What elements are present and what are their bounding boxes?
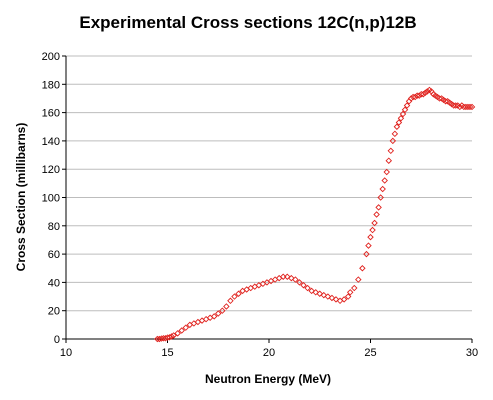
data-point xyxy=(375,204,382,211)
data-point xyxy=(340,296,348,303)
data-point xyxy=(215,310,222,317)
data-point xyxy=(219,307,226,314)
data-point xyxy=(381,177,388,184)
data-point xyxy=(296,279,303,286)
data-point xyxy=(391,130,399,138)
data-point xyxy=(395,119,403,126)
data-point xyxy=(377,194,384,201)
data-point xyxy=(210,313,218,320)
data-point xyxy=(442,98,449,105)
data-point xyxy=(304,284,311,292)
y-tick-label: 80 xyxy=(48,221,60,233)
y-axis-label: Cross Section (millibarns) xyxy=(14,123,28,272)
x-tick-label: 20 xyxy=(263,347,275,359)
data-point xyxy=(346,289,354,296)
y-tick-label: 40 xyxy=(48,277,60,289)
data-point xyxy=(332,296,340,303)
data-point xyxy=(359,265,366,272)
data-point xyxy=(389,137,397,145)
y-axis-ticks: 0 20 40 60 80 100 120 140 160 180 200 xyxy=(42,51,66,346)
data-point xyxy=(363,250,370,258)
y-tick-label: 160 xyxy=(42,108,60,120)
gridlines xyxy=(66,55,472,312)
data-point xyxy=(182,324,190,331)
y-tick-label: 0 xyxy=(54,334,60,346)
data-point xyxy=(379,185,386,193)
data-point xyxy=(288,274,295,282)
y-tick-label: 60 xyxy=(48,249,60,261)
data-point xyxy=(401,106,409,114)
y-tick-label: 200 xyxy=(42,51,60,63)
data-point xyxy=(351,284,358,292)
data-point xyxy=(300,281,307,289)
x-tick-label: 25 xyxy=(364,347,376,359)
y-tick-label: 120 xyxy=(42,164,60,176)
data-point xyxy=(369,226,376,234)
data-point xyxy=(385,157,393,164)
y-tick-label: 20 xyxy=(48,306,60,318)
data-point xyxy=(355,276,362,283)
y-tick-label: 180 xyxy=(42,79,60,91)
data-point xyxy=(166,334,173,341)
x-axis-ticks: 10 15 20 25 30 xyxy=(60,339,478,359)
data-point xyxy=(223,303,230,310)
data-point xyxy=(393,123,401,130)
data-point xyxy=(468,103,476,111)
y-tick-label: 140 xyxy=(42,136,60,148)
data-point xyxy=(312,289,319,296)
data-point xyxy=(320,291,328,299)
data-point xyxy=(170,332,177,339)
x-tick-label: 30 xyxy=(466,347,478,359)
data-point xyxy=(387,147,395,155)
data-point xyxy=(452,102,459,109)
data-series xyxy=(154,86,476,343)
data-point xyxy=(403,102,411,109)
data-point xyxy=(367,233,374,241)
chart-title: Experimental Cross sections 12C(n,p)12B xyxy=(79,13,416,32)
y-tick-label: 100 xyxy=(42,193,60,205)
data-point xyxy=(168,333,175,340)
data-point xyxy=(178,327,185,334)
x-tick-label: 10 xyxy=(60,347,72,359)
data-point xyxy=(328,294,336,302)
data-point xyxy=(383,168,390,176)
data-point xyxy=(466,103,474,111)
data-point xyxy=(344,293,352,300)
data-point xyxy=(231,293,238,300)
data-point xyxy=(371,219,378,227)
x-tick-label: 15 xyxy=(161,347,173,359)
data-point xyxy=(420,90,427,98)
data-point xyxy=(227,297,234,305)
data-point xyxy=(316,290,323,297)
data-point xyxy=(235,290,242,297)
data-point xyxy=(397,115,405,122)
data-point xyxy=(174,330,181,337)
x-axis-label: Neutron Energy (MeV) xyxy=(205,372,331,386)
data-point xyxy=(399,110,407,118)
data-point xyxy=(436,95,443,102)
data-point xyxy=(373,211,380,218)
data-point xyxy=(284,273,291,280)
data-point xyxy=(422,89,429,97)
data-point xyxy=(308,287,315,295)
data-point xyxy=(365,242,372,249)
data-point xyxy=(292,276,299,283)
data-point xyxy=(324,293,332,300)
